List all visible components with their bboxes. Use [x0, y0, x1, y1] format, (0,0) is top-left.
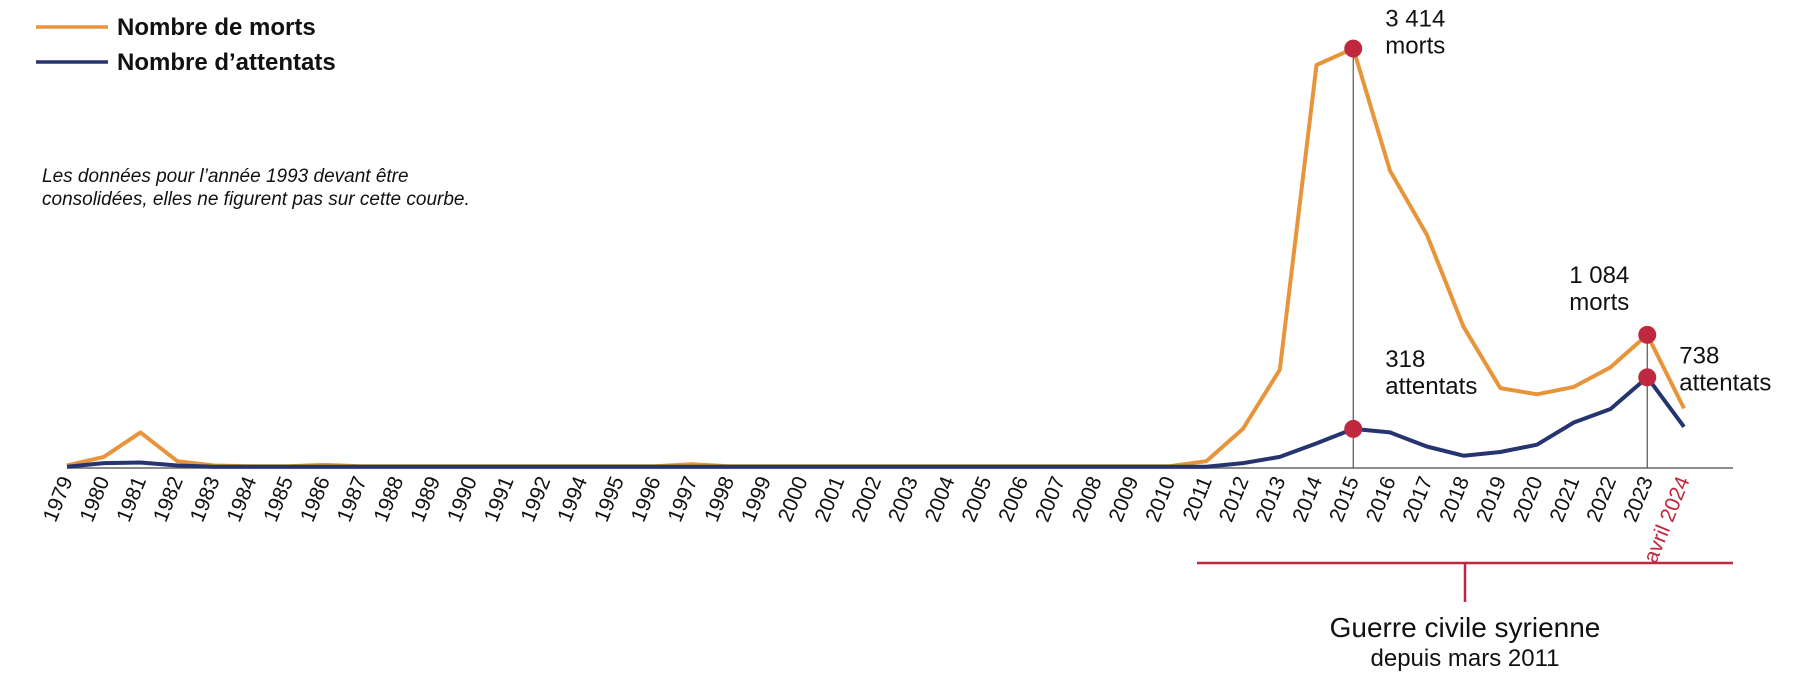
legend-label: Nombre d’attentats	[117, 49, 336, 76]
value-label-unit: morts	[1385, 33, 1445, 60]
x-tick-label: 1990	[443, 473, 482, 525]
legend-label: Nombre de morts	[117, 14, 316, 41]
bracket-subtitle: depuis mars 2011	[1371, 645, 1560, 672]
x-tick-label: 2010	[1141, 473, 1180, 525]
value-label-unit: attentats	[1679, 369, 1771, 396]
x-tick-label: 2023	[1619, 473, 1658, 525]
x-tick-label: 1989	[406, 473, 445, 525]
x-tick-label: 1994	[553, 473, 592, 525]
x-tick-label: 2009	[1105, 473, 1144, 525]
bracket-title: Guerre civile syrienne	[1330, 612, 1601, 643]
x-tick-label: 1984	[223, 473, 262, 525]
x-tick-label: 2019	[1472, 473, 1511, 525]
x-tick-label: 1983	[186, 473, 225, 525]
x-tick-label: 1981	[112, 473, 151, 525]
x-tick-label: 2011	[1179, 473, 1217, 523]
x-tick-label: 1999	[737, 473, 776, 525]
x-tick-label: 2020	[1509, 473, 1548, 525]
x-tick-label: 1996	[627, 473, 666, 525]
x-tick-label: 1986	[296, 473, 335, 525]
value-label-unit: attentats	[1385, 373, 1477, 400]
series-line	[66, 46, 1686, 469]
value-label: 738	[1679, 342, 1719, 369]
series-line	[66, 375, 1686, 469]
x-tick-label: 2000	[774, 473, 813, 525]
x-tick-label: 1980	[76, 473, 115, 525]
x-tick-label: 1998	[700, 473, 739, 525]
point-marker	[1344, 39, 1363, 58]
x-tick-label: 1987	[333, 473, 372, 525]
x-tick-label: 2015	[1325, 473, 1364, 525]
x-tick-label: 2004	[921, 473, 960, 525]
x-tick-label: 2017	[1399, 473, 1438, 525]
value-label-unit: morts	[1569, 289, 1629, 316]
x-tick-label: 2018	[1435, 473, 1474, 525]
point-marker	[1638, 368, 1657, 387]
value-label: 318	[1385, 346, 1425, 373]
x-tick-label: 1995	[590, 473, 629, 525]
x-tick-label: 1992	[517, 473, 556, 525]
x-tick-label: 2013	[1252, 473, 1291, 525]
x-tick-label: 2016	[1362, 473, 1401, 525]
x-tick-label: 2005	[958, 473, 997, 525]
x-tick-label: 2014	[1288, 473, 1327, 525]
point-marker	[1638, 325, 1657, 344]
value-label: 3 414	[1385, 6, 1445, 33]
x-tick-label: 2001	[811, 473, 850, 525]
value-label: 1 084	[1569, 262, 1629, 289]
x-tick-label: 2022	[1582, 473, 1621, 525]
x-tick-label: 1991	[480, 473, 519, 525]
x-tick-label: 2007	[1031, 473, 1070, 525]
x-tick-label: 1982	[149, 473, 188, 525]
x-tick-label: 1985	[259, 473, 298, 525]
x-tick-label: 1988	[370, 473, 409, 525]
x-tick-label: 2003	[884, 473, 923, 525]
x-tick-label: 2008	[1068, 473, 1107, 525]
x-tick-label: 2006	[994, 473, 1033, 525]
note: Les données pour l’année 1993 devant êtr…	[42, 166, 470, 210]
x-tick-label: 1997	[664, 473, 703, 525]
x-tick-label: 2002	[847, 473, 886, 525]
x-tick-label: 2021	[1546, 473, 1585, 525]
x-tick-label: 2012	[1215, 473, 1254, 525]
point-marker	[1344, 419, 1363, 438]
x-tick-label: 1979	[39, 473, 78, 525]
